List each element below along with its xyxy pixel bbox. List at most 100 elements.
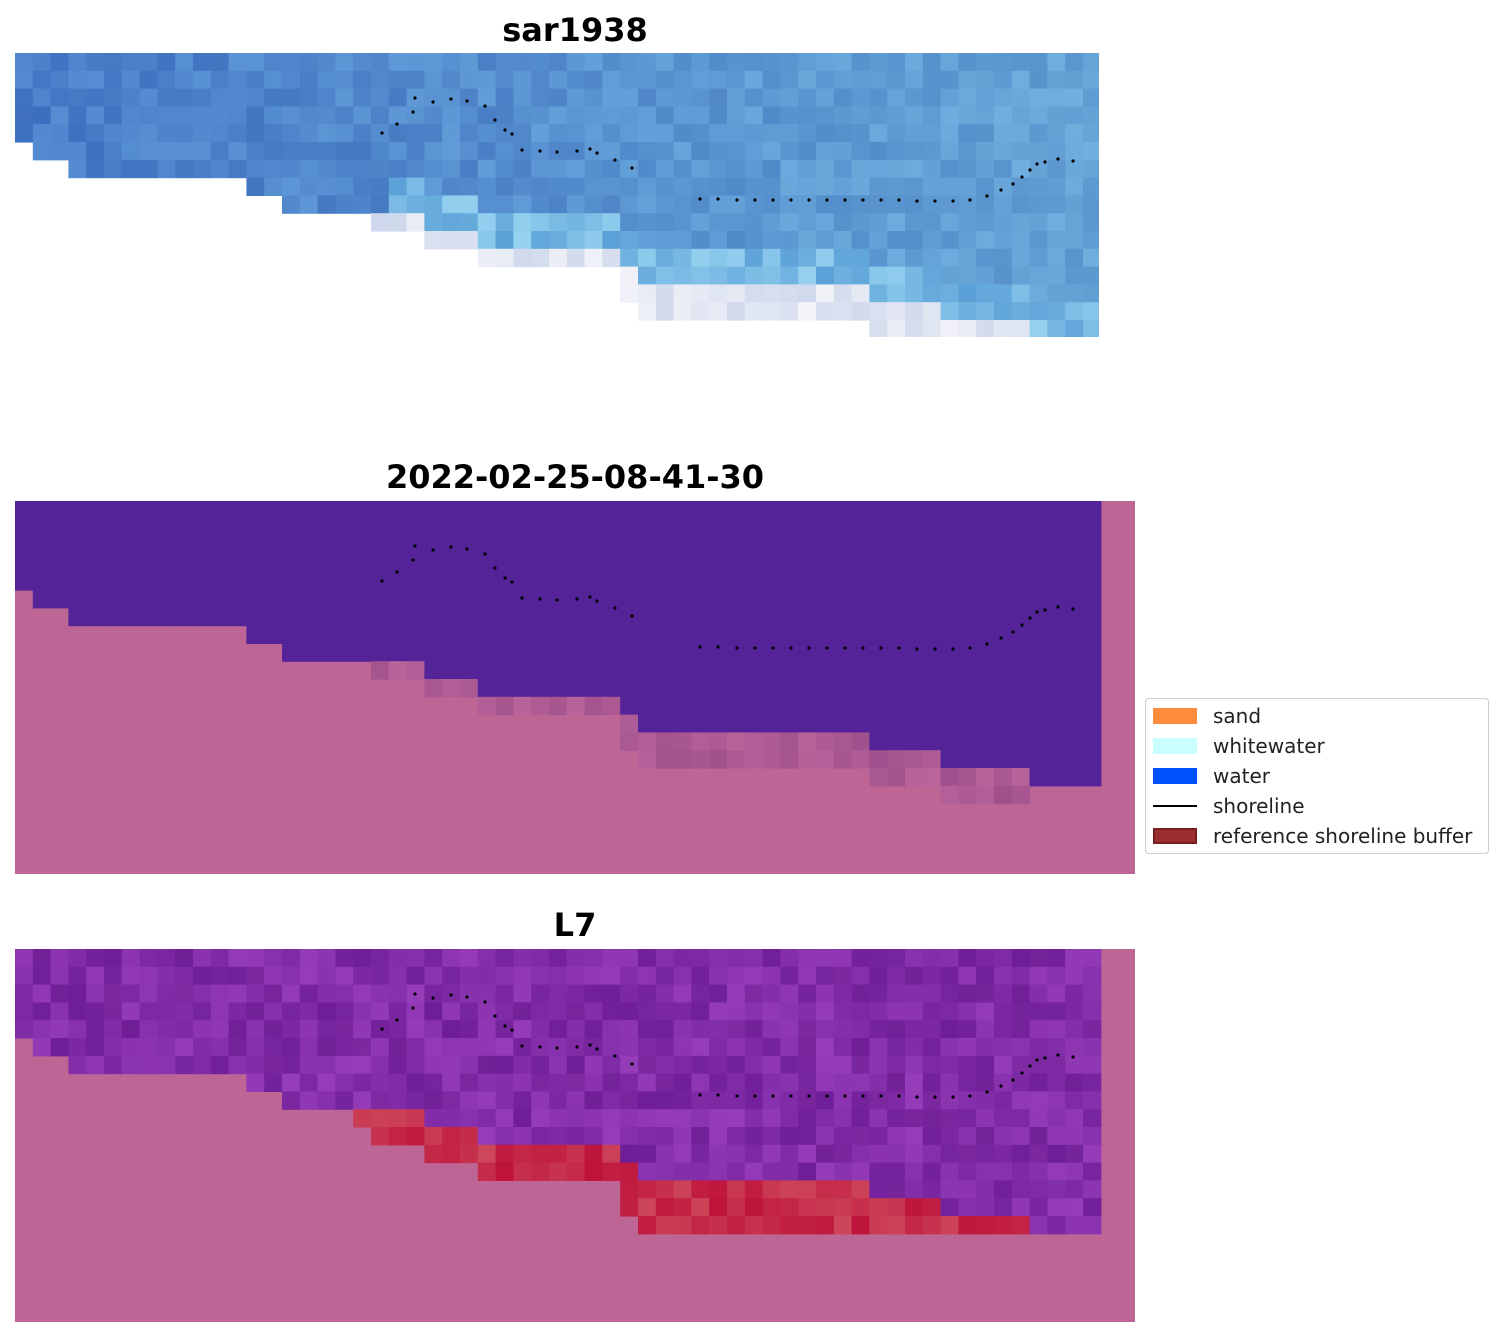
l7-pixel — [50, 984, 69, 1003]
shoreline-dot — [630, 614, 634, 618]
mixed-pixel — [442, 679, 461, 698]
rgb-pixel — [655, 195, 675, 214]
l7-pixel — [833, 1091, 853, 1110]
l7-pixel — [869, 1038, 888, 1057]
shoreline-dot — [825, 198, 829, 202]
l7-pixel — [869, 966, 888, 986]
l7-pixel — [1011, 1055, 1031, 1075]
l7-pixel — [994, 1055, 1013, 1075]
rgb-pixel — [1011, 248, 1031, 268]
l7-pixel — [495, 966, 514, 986]
l7-pixel — [264, 984, 283, 1003]
rgb-pixel — [531, 124, 550, 143]
l7-pixel — [602, 1144, 621, 1164]
l7-pixel — [371, 949, 390, 968]
water-column — [798, 501, 817, 733]
rgb-pixel — [727, 284, 746, 303]
l7-pixel — [549, 1127, 568, 1146]
rgb-pixel — [1029, 159, 1048, 179]
l7-pixel — [513, 966, 532, 986]
rgb-pixel — [869, 284, 888, 303]
l7-pixel — [922, 1144, 942, 1164]
shoreline-dot — [753, 1094, 757, 1098]
l7-pixel — [833, 1198, 853, 1217]
rgb-pixel — [282, 195, 301, 214]
rgb-pixel — [32, 88, 52, 107]
rgb-pixel — [887, 248, 906, 268]
l7-pixel — [673, 1091, 692, 1110]
rgb-pixel — [460, 124, 479, 143]
rgb-pixel — [1065, 302, 1084, 321]
rgb-pixel — [922, 106, 942, 125]
l7-pixel — [602, 1162, 621, 1181]
shoreline-dot — [588, 1043, 592, 1047]
l7-pixel — [513, 1002, 532, 1021]
rgb-pixel — [851, 231, 870, 250]
l7-pixel — [104, 1038, 123, 1057]
l7-pixel — [994, 1109, 1013, 1128]
rgb-pixel — [566, 231, 586, 250]
l7-pixel — [976, 1109, 995, 1128]
rgb-pixel — [32, 142, 52, 161]
l7-pixel — [1047, 1038, 1066, 1057]
rgb-pixel — [709, 231, 728, 250]
l7-pixel — [833, 1162, 853, 1181]
l7-pixel — [282, 949, 301, 968]
rgb-pixel — [887, 177, 906, 196]
mixed-pixel — [940, 768, 959, 787]
l7-pixel — [335, 966, 354, 986]
l7-pixel — [869, 1127, 888, 1146]
water-column — [602, 501, 621, 698]
rgb-pixel — [905, 231, 924, 250]
mixed-pixel — [477, 696, 497, 716]
rgb-pixel — [762, 248, 781, 268]
l7-pixel — [762, 1038, 781, 1057]
rgb-pixel — [1083, 177, 1099, 196]
l7-pixel — [86, 1055, 105, 1075]
legend-item-reference-buffer: reference shoreline buffer — [1153, 824, 1472, 848]
l7-pixel — [1065, 1073, 1084, 1092]
l7-pixel — [495, 1073, 514, 1092]
rgb-pixel — [442, 142, 461, 161]
l7-pixel — [584, 1055, 603, 1075]
l7-pixel — [727, 1216, 746, 1235]
rgb-pixel — [157, 142, 176, 161]
l7-pixel — [1047, 1073, 1066, 1092]
l7-pixel — [531, 1073, 550, 1092]
rgb-pixel — [922, 88, 942, 107]
rgb-pixel — [388, 106, 408, 125]
l7-pixel — [620, 1020, 639, 1039]
l7-pixel — [531, 966, 550, 986]
rgb-pixel — [317, 195, 336, 214]
water-column — [460, 501, 479, 680]
rgb-pixel — [780, 213, 799, 232]
rgb-pixel — [602, 195, 621, 214]
rgb-pixel — [424, 106, 443, 125]
rgb-pixel — [531, 70, 550, 90]
l7-pixel — [940, 966, 959, 986]
l7-pixel — [922, 1216, 942, 1235]
rgb-pixel — [762, 142, 781, 161]
rgb-pixel — [371, 88, 390, 107]
rgb-pixel — [246, 159, 265, 179]
rgb-pixel — [566, 248, 586, 268]
panel-title-date: 2022-02-25-08-41-30 — [385, 458, 765, 496]
rgb-pixel — [655, 266, 675, 285]
l7-pixel — [638, 1091, 657, 1110]
rgb-pixel — [139, 159, 158, 179]
rgb-pixel — [246, 70, 265, 90]
l7-pixel — [638, 1109, 657, 1128]
l7-pixel — [15, 1020, 34, 1039]
shoreline-dot — [735, 646, 739, 650]
rgb-pixel — [655, 284, 675, 303]
l7-pixel — [620, 1002, 639, 1021]
l7-pixel — [15, 949, 34, 968]
l7-pixel — [371, 1109, 390, 1128]
rgb-pixel — [798, 142, 817, 161]
rgb-pixel — [477, 88, 497, 107]
l7-pixel — [32, 1020, 52, 1039]
rgb-pixel — [780, 53, 799, 72]
l7-pixel — [299, 949, 319, 968]
rgb-pixel — [994, 195, 1013, 214]
l7-pixel — [638, 1038, 657, 1057]
